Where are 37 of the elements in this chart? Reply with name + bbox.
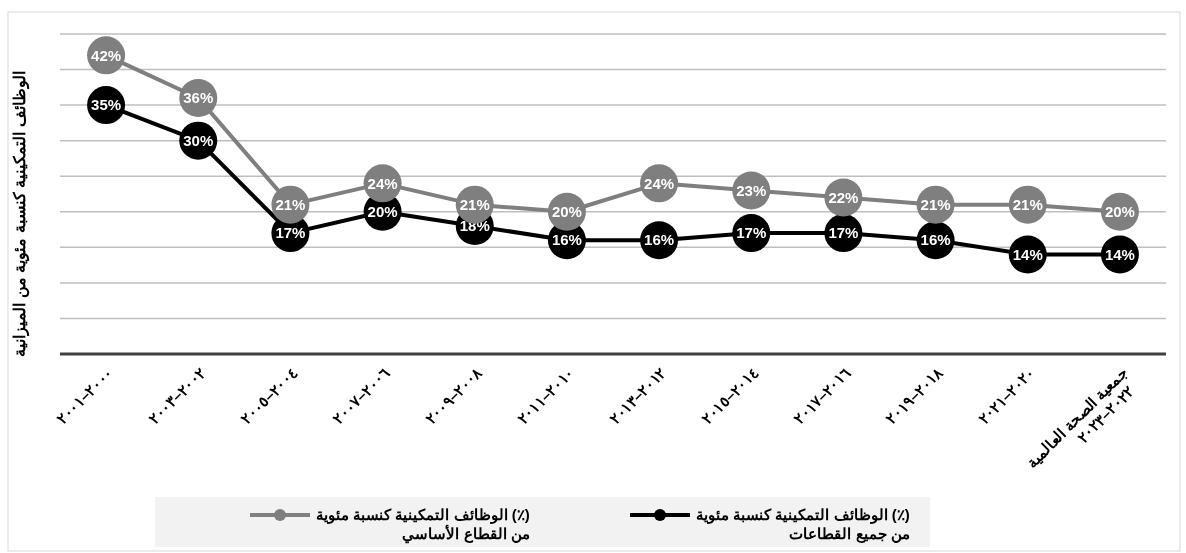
data-label: 22% [828,188,859,206]
data-label: 36% [183,89,214,107]
y-axis-title: الوظائف التمكينية كنسبة مئوية من الميزانية [11,71,30,357]
x-tick-label: ٢٠٢٠–٢٠٢١ [974,364,1038,428]
data-label: 21% [275,195,306,213]
data-label: 20% [1104,203,1135,221]
x-tick-label: ٢٠١٢–٢٠١٣ [606,364,670,428]
x-tick-label: ٢٠٠٠–٢٠٠١ [53,364,117,428]
data-label: 24% [644,174,675,192]
data-label: 20% [367,203,398,221]
x-tick-label: ٢٠١٤–٢٠١٥ [698,364,762,428]
legend-label: الوظائف التمكينية كنسبة مئوية (٪) من جميع القطاعات [696,506,910,543]
data-label: 42% [91,46,122,64]
x-tick-label: ٢٠٠٦–٢٠٠٧ [329,364,393,428]
data-label: 16% [920,231,951,249]
x-tick-label: ٢٠٠٤–٢٠٠٥ [237,364,301,428]
data-label: 16% [551,231,582,249]
legend-label: الوظائف التمكينية كنسبة مئوية (٪) من القطاع الأساسي [316,506,530,544]
data-label: 21% [920,195,951,213]
x-tick-label: ٢٠١٨–٢٠١٩ [882,363,947,428]
x-tick-label: ٢٠١٠–٢٠١١ [513,364,578,428]
data-label: 20% [551,203,582,221]
x-tick-label: ٢٠١٦–٢٠١٧ [790,364,854,428]
data-label: 17% [828,224,859,242]
data-label: 16% [644,231,675,249]
x-tick-label: ٢٠٠٢–٢٠٠٣ [145,364,209,428]
data-label: 24% [367,174,398,192]
data-label: 30% [183,131,214,149]
data-label: 17% [736,224,767,242]
data-label: 21% [1012,195,1043,213]
data-label: 23% [736,181,767,199]
data-label: 21% [459,195,490,213]
x-tick-label: ٢٠٠٨–٢٠٠٩ [421,363,486,428]
data-label: 14% [1012,245,1043,263]
data-label: 35% [91,96,122,114]
data-label: 17% [275,224,306,242]
data-label: 14% [1104,245,1135,263]
